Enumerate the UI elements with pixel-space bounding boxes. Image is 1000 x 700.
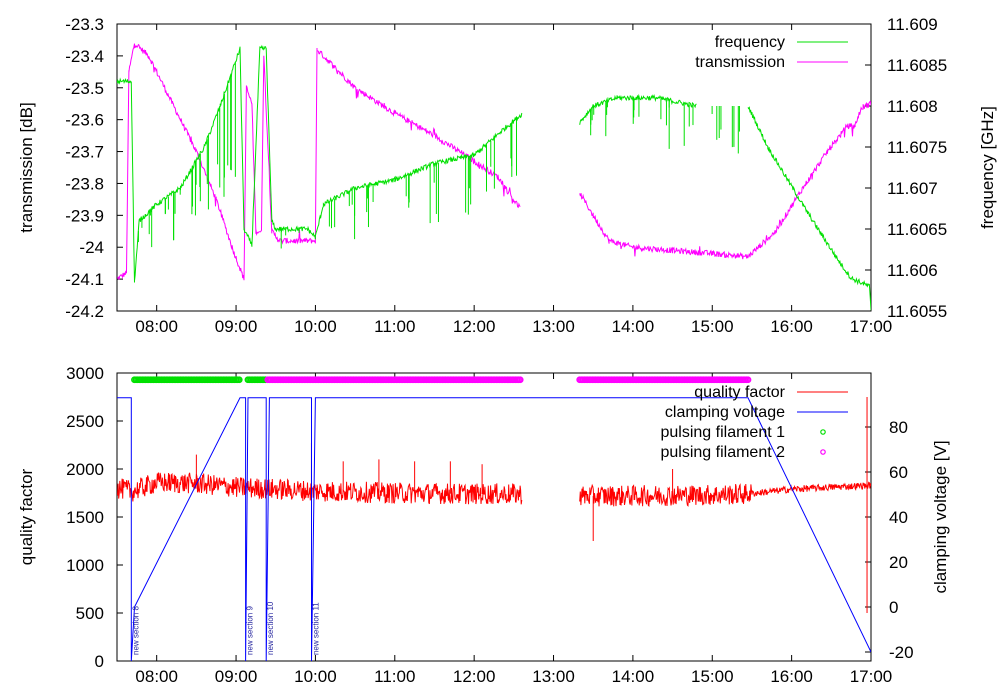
legend-label: clamping voltage [665, 404, 785, 421]
x-tick-label: 08:00 [135, 317, 178, 336]
pulsing-marker [744, 376, 752, 384]
bottom-panel: 08:00 09:00 10:00 11:00 12:00 13:00 14:00 15:00… [17, 364, 950, 686]
x-tick-label: 11:00 [374, 667, 415, 686]
x-tick-label: 15:00 [691, 667, 734, 686]
y2-axis-label: frequency [GHz] [978, 106, 997, 229]
x-tick-label: 09:00 [215, 317, 258, 336]
plot-frame [116, 23, 872, 312]
y-tick-label: 0 [95, 652, 104, 671]
legend-label: quality factor [694, 384, 785, 401]
clamping-voltage-line [117, 397, 871, 661]
y2-tick-label: -20 [889, 643, 914, 662]
frequency-line [117, 44, 871, 311]
x-tick-label: 08:00 [135, 667, 178, 686]
legend: quality factor clamping voltage pulsing fi… [660, 384, 848, 461]
pulsing-marker [235, 376, 243, 384]
section-annotation: new section 8 [131, 606, 140, 655]
section-annotation: new section 10 [266, 601, 275, 655]
y2-axis-label: clamping voltage [V] [931, 440, 950, 593]
y-tick-label: -23.5 [65, 79, 104, 98]
quality-factor-line [117, 472, 871, 508]
y-tick-label: -24.1 [65, 270, 104, 289]
x-tick-label: 09:00 [215, 667, 258, 686]
y-tick-label: -23.9 [65, 206, 104, 225]
x-tick-label: 12:00 [453, 667, 496, 686]
y-tick-label: -23.8 [65, 174, 104, 193]
y-tick-label: -24.2 [65, 302, 104, 321]
x-tick-label: 16:00 [770, 317, 813, 336]
section-annotation: new section 11 [311, 602, 320, 655]
x-tick-label: 17:00 [850, 667, 893, 686]
y2-tick-label: 80 [889, 418, 908, 437]
y2-tick-label: 11.609 [887, 15, 938, 34]
y2-tick-label: 11.6075 [887, 138, 947, 157]
y-tick-label: 3000 [66, 364, 104, 383]
x-tick-label: 16:00 [770, 667, 813, 686]
y-tick-label: 1500 [66, 508, 104, 527]
x-tick-label: 17:00 [850, 317, 893, 336]
y-tick-label: -23.3 [65, 15, 104, 34]
transmission-line [117, 43, 871, 281]
legend-label: pulsing filament 2 [660, 444, 785, 461]
y-axis-label: quality factor [17, 468, 36, 565]
x-tick-label: 15:00 [691, 317, 734, 336]
y-tick-label: -23.7 [65, 143, 104, 162]
x-tick-label: 14:00 [612, 667, 655, 686]
legend: frequency transmission [695, 34, 848, 71]
x-tick-label: 10:00 [294, 667, 337, 686]
y-tick-label: 1000 [66, 556, 104, 575]
legend-label: pulsing filament 1 [660, 424, 785, 441]
pulsing-marker-group [244, 376, 269, 384]
top-panel: 08:00 09:00 10:00 11:00 12:00 13:00 14:00 15:00… [17, 15, 997, 336]
y2-tick-label: 11.6065 [887, 220, 947, 239]
y2-tick-label: 11.6055 [887, 302, 947, 321]
section-annotation: new section 9 [246, 606, 255, 655]
legend-label-transmission: transmission [695, 54, 785, 71]
legend-label-frequency: frequency [715, 34, 785, 51]
x-tick-label: 12:00 [453, 317, 496, 336]
y2-tick-label: 0 [889, 598, 898, 617]
pulsing-marker-group [576, 376, 752, 384]
x-tick-label: 10:00 [294, 317, 337, 336]
legend-marker [820, 429, 826, 435]
x-tick-label: 14:00 [612, 317, 655, 336]
y-axis-label: transmission [dB] [17, 102, 36, 232]
y-tick-label: 2000 [66, 460, 104, 479]
y2-tick-label: 11.6085 [887, 56, 947, 75]
y-tick-label: 2500 [66, 412, 104, 431]
pulsing-marker-group [264, 376, 524, 384]
pulsing-marker [516, 376, 524, 384]
y2-tick-label: 20 [889, 553, 908, 572]
y2-tick-label: 11.606 [887, 261, 938, 280]
y-tick-label: 500 [76, 604, 104, 623]
x-tick-label: 13:00 [532, 317, 575, 336]
y-tick-label: -23.4 [65, 47, 104, 66]
y2-tick-label: 11.607 [887, 179, 938, 198]
y-tick-label: -23.6 [65, 111, 104, 130]
y2-tick-label: 60 [889, 463, 908, 482]
pulsing-marker-group [131, 376, 243, 384]
legend-marker [820, 449, 826, 455]
x-tick-label: 11:00 [374, 317, 415, 336]
x-tick-label: 13:00 [532, 667, 575, 686]
y2-tick-label: 11.608 [887, 97, 938, 116]
y2-tick-label: 40 [889, 508, 908, 527]
y-tick-label: -24 [79, 238, 104, 257]
